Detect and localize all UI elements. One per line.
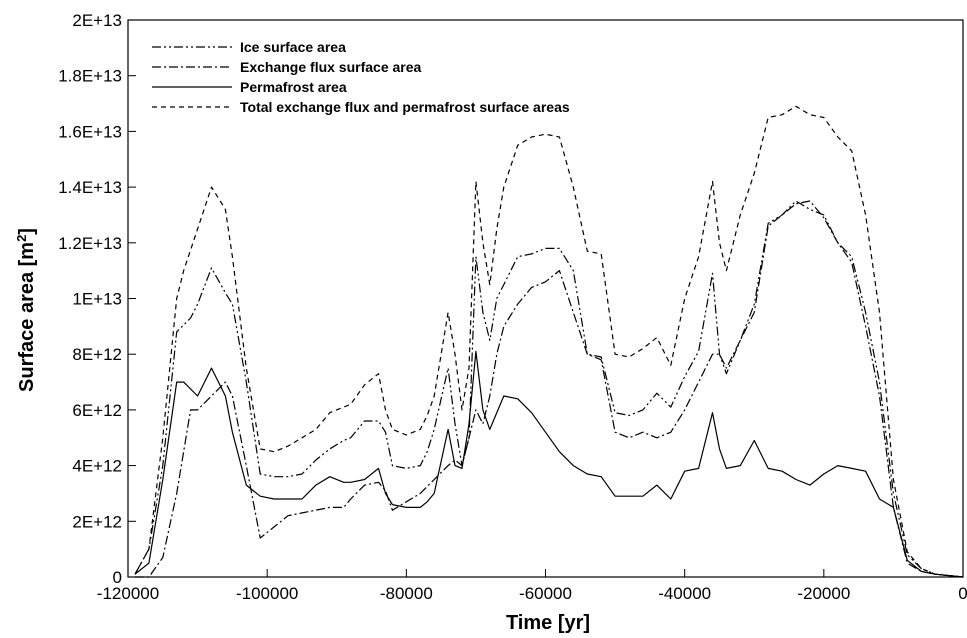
legend: Ice surface area Exchange flux surface ar…	[152, 39, 570, 115]
y-tick-label: 1.8E+13	[58, 67, 122, 86]
x-tick-label: -60000	[519, 584, 572, 603]
y-tick-label: 6E+12	[72, 401, 122, 420]
x-tick-label: -80000	[380, 584, 433, 603]
series-line-4	[134, 105, 964, 578]
y-axis-title-superscript: 2	[14, 235, 29, 242]
x-tick-label: 0	[958, 584, 967, 603]
x-axis-title: Time [yr]	[506, 612, 590, 634]
y-axis-title-main: Surface area [m	[16, 242, 38, 392]
y-tick-label: 2E+13	[72, 11, 122, 30]
y-axis-title-close: ]	[16, 228, 38, 235]
legend-label-2: Exchange flux surface area	[240, 59, 422, 75]
y-tick-label: 1.4E+13	[58, 178, 122, 197]
y-tick-label: 8E+12	[72, 345, 122, 364]
x-tick-label: -100000	[236, 584, 298, 603]
series-line-3	[134, 350, 964, 578]
plot-area: -120000 -100000 -80000 -60000 -40000 -20000 0 0…	[58, 11, 967, 603]
y-tick-label: 2E+12	[72, 512, 122, 531]
x-tick-label: -120000	[97, 584, 159, 603]
x-tick-label: -40000	[658, 584, 711, 603]
legend-label-3: Permafrost area	[240, 79, 347, 95]
series-line-2	[135, 200, 964, 578]
x-tick-label: -20000	[797, 584, 850, 603]
y-axis-title-text: Surface area [m2]	[14, 228, 38, 392]
y-tick-label: 4E+12	[72, 457, 122, 476]
series-line-1	[134, 200, 964, 578]
y-axis-title: Surface area [m2]	[14, 228, 38, 392]
y-tick-label: 1.6E+13	[58, 122, 122, 141]
y-tick-label: 1.2E+13	[58, 234, 122, 253]
y-tick-label: 1E+13	[72, 290, 122, 309]
y-tick-label: 0	[113, 568, 122, 587]
legend-label-1: Ice surface area	[240, 39, 346, 55]
legend-label-4: Total exchange flux and permafrost surfa…	[240, 99, 570, 115]
